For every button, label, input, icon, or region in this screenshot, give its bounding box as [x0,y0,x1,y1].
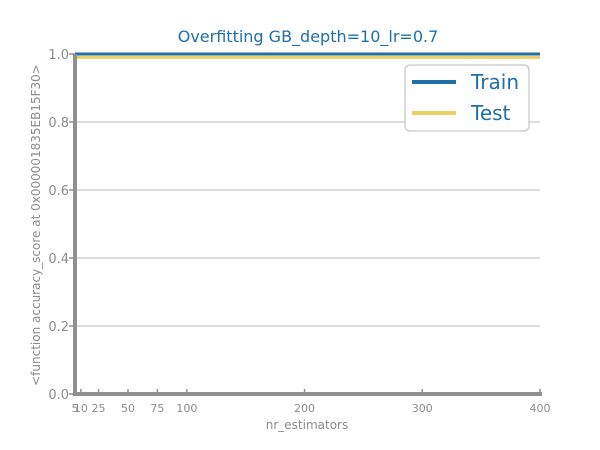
y-tick-label: 0.0 [48,388,69,403]
chart-title: Overfitting GB_depth=10_lr=0.7 [178,27,439,47]
x-tick-labels: 510 25 50 75 100 200 300 400 [72,389,551,415]
x-tick-label: 5 [72,402,79,415]
y-tick-labels: 0.0 0.2 0.4 0.6 0.8 1.0 [48,48,75,403]
y-tick-label: 0.2 [48,320,69,335]
y-tick-label: 0.6 [48,184,69,199]
x-tick-label: 400 [530,402,551,415]
legend-label-test: Test [470,101,511,125]
series-lines [75,52,540,59]
legend-label-train: Train [470,70,519,94]
x-tick-label: 75 [150,402,164,415]
y-tick-label: 1.0 [48,48,69,63]
axes [73,54,542,396]
y-axis-label: <function accuracy_score at 0x000001835E… [29,64,43,386]
y-tick-label: 0.4 [48,252,69,267]
x-axis-label: nr_estimators [266,418,349,432]
x-tick-label: 50 [121,402,135,415]
x-tick-label: 10 [74,402,88,415]
x-tick-label: 25 [92,402,106,415]
x-tick-label: 100 [176,402,197,415]
y-tick-label: 0.8 [48,116,69,131]
x-tick-label: 300 [412,402,433,415]
x-tick-label: 200 [294,402,315,415]
legend: Train Test [404,64,530,132]
